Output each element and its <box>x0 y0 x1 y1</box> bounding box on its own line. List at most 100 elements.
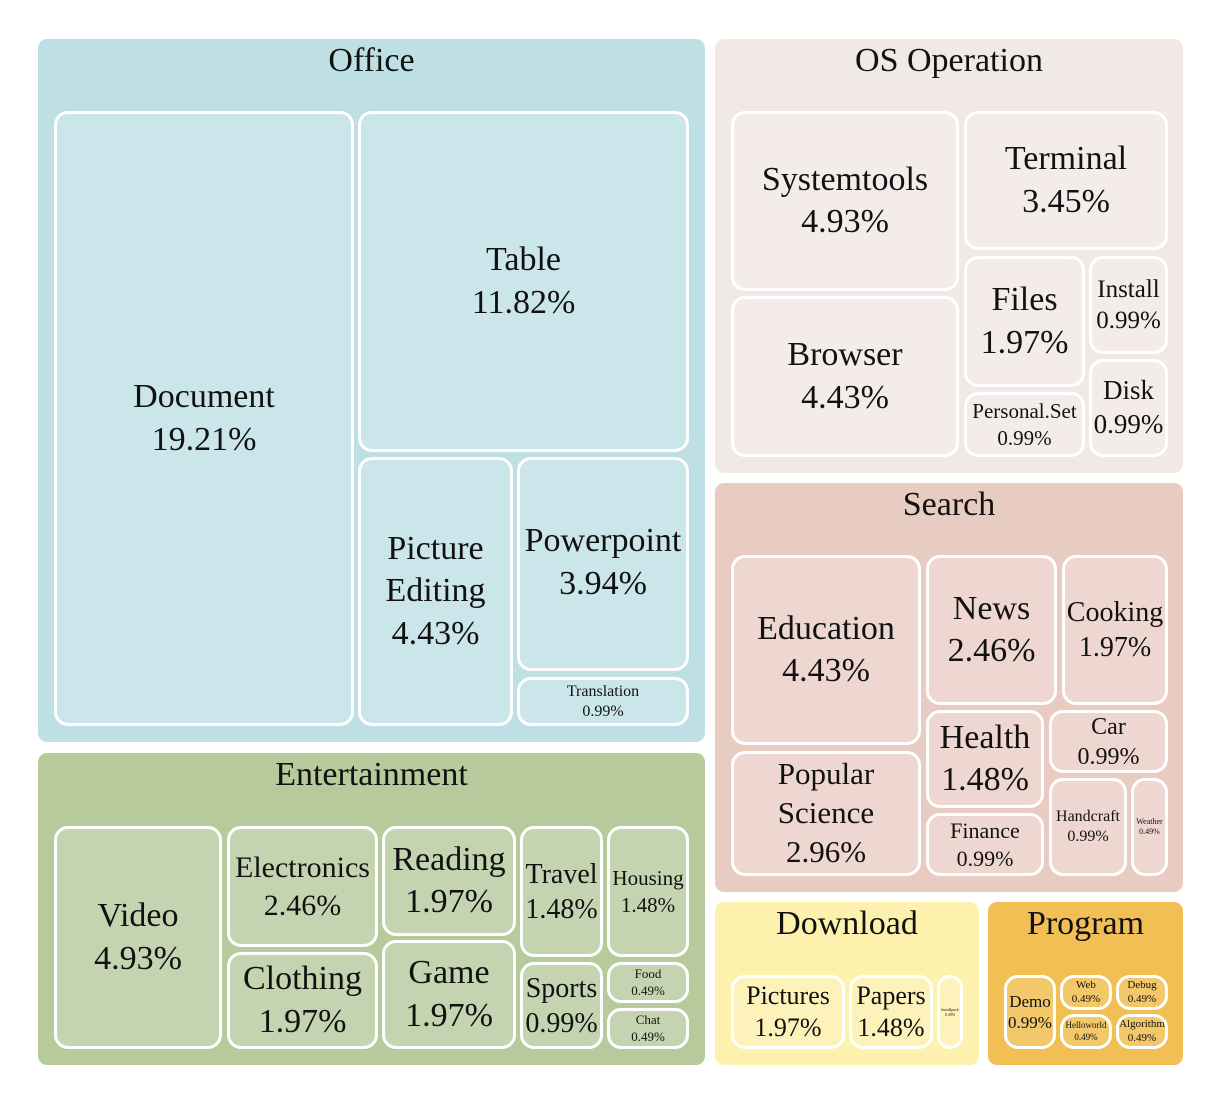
leaf-value: 1.97% <box>980 323 1069 361</box>
leaf-value: 0.99% <box>1077 743 1140 770</box>
leaf-label: Finance <box>950 818 1020 843</box>
leaf-value: 1.97% <box>1078 632 1152 663</box>
leaf-value: 3.45% <box>1022 182 1110 220</box>
leaf-files: Files 1.97% <box>964 256 1085 387</box>
leaf-value: 0.99% <box>997 425 1052 450</box>
leaf-disk: Disk 0.99% <box>1089 359 1168 457</box>
leaf-weather: Weather 0.49% <box>1131 778 1168 876</box>
leaf-value: 4.43% <box>801 378 889 416</box>
leaf-travel: Travel 1.48% <box>520 826 603 957</box>
leaf-label: Game <box>408 954 490 991</box>
leaf-label: Installpack <box>941 1007 959 1012</box>
leaf-value: 11.82% <box>471 283 576 321</box>
leaf-label: News <box>952 589 1031 627</box>
leaf-value: 4.93% <box>94 939 182 977</box>
leaf-value: 1.97% <box>258 1002 347 1040</box>
leaf-label: Demo <box>1009 991 1051 1011</box>
leaf-sports: Sports 0.99% <box>520 962 603 1049</box>
leaf-value: 0.49% <box>1139 827 1160 836</box>
leaf-label: Health <box>939 718 1031 756</box>
leaf-handcraft: Handcraft 0.99% <box>1049 778 1127 876</box>
leaf-algorithm: Algorithm 0.49% <box>1116 1014 1168 1049</box>
group-title-office: Office <box>328 42 415 79</box>
leaf-label: Electronics <box>235 851 370 884</box>
leaf-car: Car 0.99% <box>1049 710 1168 773</box>
leaf-label: Sports <box>525 972 598 1004</box>
leaf-cooking: Cooking 1.97% <box>1062 555 1168 705</box>
leaf-value: 3.94% <box>559 564 647 602</box>
leaf-label: Personal.Set <box>972 399 1077 424</box>
leaf-value: 0.99% <box>525 1007 598 1039</box>
leaf-papers: Papers 1.48% <box>849 975 933 1049</box>
leaf-value: 0.49% <box>1127 992 1157 1005</box>
leaf-finance: Finance 0.99% <box>926 813 1044 876</box>
leaf-value: 2.96% <box>785 833 867 869</box>
leaf-label: Papers <box>856 980 926 1010</box>
leaf-value: 0.49% <box>1071 992 1101 1005</box>
group-title-program: Program <box>1026 905 1145 942</box>
leaf-value: 2.46% <box>263 888 342 922</box>
leaf-label: Housing <box>612 866 684 891</box>
leaf-education: Education 4.43% <box>731 555 921 745</box>
leaf-label: Reading <box>392 840 506 878</box>
leaf-label: Disk <box>1102 375 1154 406</box>
leaf-label: Algorithm <box>1119 1017 1165 1030</box>
leaf-value: 0.49% <box>631 982 665 998</box>
leaf-install: Install 0.99% <box>1089 256 1168 354</box>
leaf-label: Travel <box>525 858 598 890</box>
leaf-value: 1.48% <box>525 893 598 925</box>
leaf-label: Browser <box>787 336 903 373</box>
leaf-label: Handcraft <box>1056 808 1120 825</box>
leaf-value: 1.48% <box>941 761 1029 798</box>
leaf-label: Web <box>1076 978 1096 991</box>
leaf-label: Chat <box>635 1012 661 1028</box>
leaf-systemtools: Systemtools 4.93% <box>731 111 959 291</box>
leaf-electronics: Electronics 2.46% <box>227 826 378 947</box>
leaf-label: Video <box>97 897 179 934</box>
group-title-download: Download <box>776 905 918 942</box>
group-title-search: Search <box>902 486 996 523</box>
leaf-browser: Browser 4.43% <box>731 296 959 457</box>
leaf-document: Document 19.21% <box>54 111 354 726</box>
leaf-value: 19.21% <box>151 420 257 458</box>
leaf-web: Web 0.49% <box>1060 975 1112 1010</box>
leaf-reading: Reading 1.97% <box>382 826 516 936</box>
leaf-value: 4.43% <box>782 652 870 689</box>
leaf-news: News 2.46% <box>926 555 1057 705</box>
leaf-translation: Translation 0.99% <box>517 677 689 726</box>
leaf-value: 0.99% <box>1096 307 1161 334</box>
leaf-demo: Demo 0.99% <box>1004 975 1056 1049</box>
leaf-label: Cooking <box>1066 597 1164 628</box>
leaf-value: 2.46% <box>947 632 1036 669</box>
leaf-label: Helloworld <box>1065 1020 1107 1031</box>
leaf-value: 0.99% <box>956 845 1014 871</box>
leaf-label: Terminal <box>1004 140 1128 177</box>
leaf-label: Install <box>1097 275 1160 303</box>
leaf-label: Clothing <box>242 960 363 997</box>
leaf-value: 0.99% <box>1093 409 1164 439</box>
leaf-personal-set: Personal.Set 0.99% <box>964 392 1085 457</box>
group-title-entertainment: Entertainment <box>275 756 468 793</box>
leaf-table: Table 11.82% <box>358 111 689 452</box>
leaf-debug: Debug 0.49% <box>1116 975 1168 1010</box>
leaf-pictures: Pictures 1.97% <box>731 975 845 1049</box>
leaf-food: Food 0.49% <box>607 962 689 1003</box>
leaf-clothing: Clothing 1.97% <box>227 952 378 1049</box>
group-title-os-operation: OS Operation <box>855 42 1043 79</box>
leaf-terminal: Terminal 3.45% <box>964 111 1168 250</box>
leaf-label: Weather <box>1136 817 1163 826</box>
leaf-label: Powerpoint <box>524 522 682 559</box>
leaf-value: 1.48% <box>857 1013 925 1042</box>
leaf-value: 1.97% <box>405 883 493 920</box>
leaf-label: Popular Science <box>777 756 875 831</box>
leaf-label: Picture Editing <box>385 529 486 610</box>
leaf-popular-science: Popular Science 2.96% <box>731 751 921 876</box>
leaf-value: 0.99% <box>1067 828 1109 845</box>
leaf-value: 1.48% <box>620 892 676 917</box>
leaf-picture-editing: Picture Editing 4.43% <box>358 457 513 726</box>
leaf-game: Game 1.97% <box>382 940 516 1049</box>
leaf-value: 0.49% <box>631 1028 665 1044</box>
leaf-label: Files <box>991 281 1058 318</box>
leaf-label: Debug <box>1127 978 1157 991</box>
leaf-installpack: Installpack 0.49% <box>937 975 963 1049</box>
